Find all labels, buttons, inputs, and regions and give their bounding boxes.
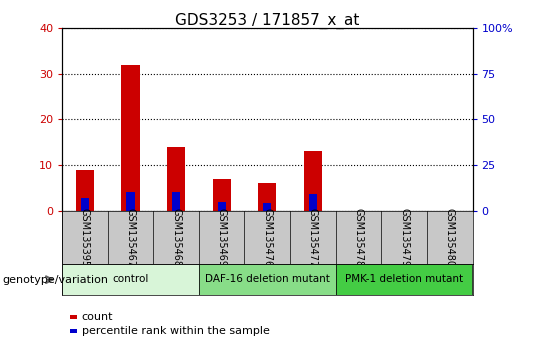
Bar — [70, 329, 77, 333]
Bar — [122, 65, 140, 211]
Text: GSM135477: GSM135477 — [308, 208, 318, 267]
Text: GSM135469: GSM135469 — [217, 208, 227, 267]
Bar — [126, 193, 134, 211]
Text: GDS3253 / 171857_x_at: GDS3253 / 171857_x_at — [175, 12, 360, 29]
Bar — [70, 315, 77, 319]
Text: percentile rank within the sample: percentile rank within the sample — [82, 326, 269, 336]
Text: GSM135468: GSM135468 — [171, 208, 181, 267]
Bar — [199, 264, 336, 295]
Bar — [76, 170, 94, 211]
Bar — [258, 183, 276, 211]
Bar — [304, 152, 322, 211]
Bar — [336, 264, 472, 295]
Bar — [263, 203, 272, 211]
Text: GSM135467: GSM135467 — [125, 208, 136, 267]
Bar — [172, 193, 180, 211]
Bar — [218, 202, 226, 211]
Text: DAF-16 deletion mutant: DAF-16 deletion mutant — [205, 274, 330, 284]
Text: GSM135480: GSM135480 — [445, 208, 455, 267]
Text: GSM135479: GSM135479 — [399, 208, 409, 267]
Bar — [62, 264, 199, 295]
Bar — [213, 179, 231, 211]
Bar — [309, 194, 317, 211]
Text: GSM135478: GSM135478 — [354, 208, 363, 267]
Text: PMK-1 deletion mutant: PMK-1 deletion mutant — [345, 274, 463, 284]
Text: GSM135476: GSM135476 — [262, 208, 272, 267]
Bar — [81, 198, 89, 211]
Bar — [167, 147, 185, 211]
Text: control: control — [112, 274, 148, 284]
Text: count: count — [82, 312, 113, 322]
Text: GSM135395: GSM135395 — [80, 208, 90, 267]
Text: genotype/variation: genotype/variation — [3, 275, 109, 285]
